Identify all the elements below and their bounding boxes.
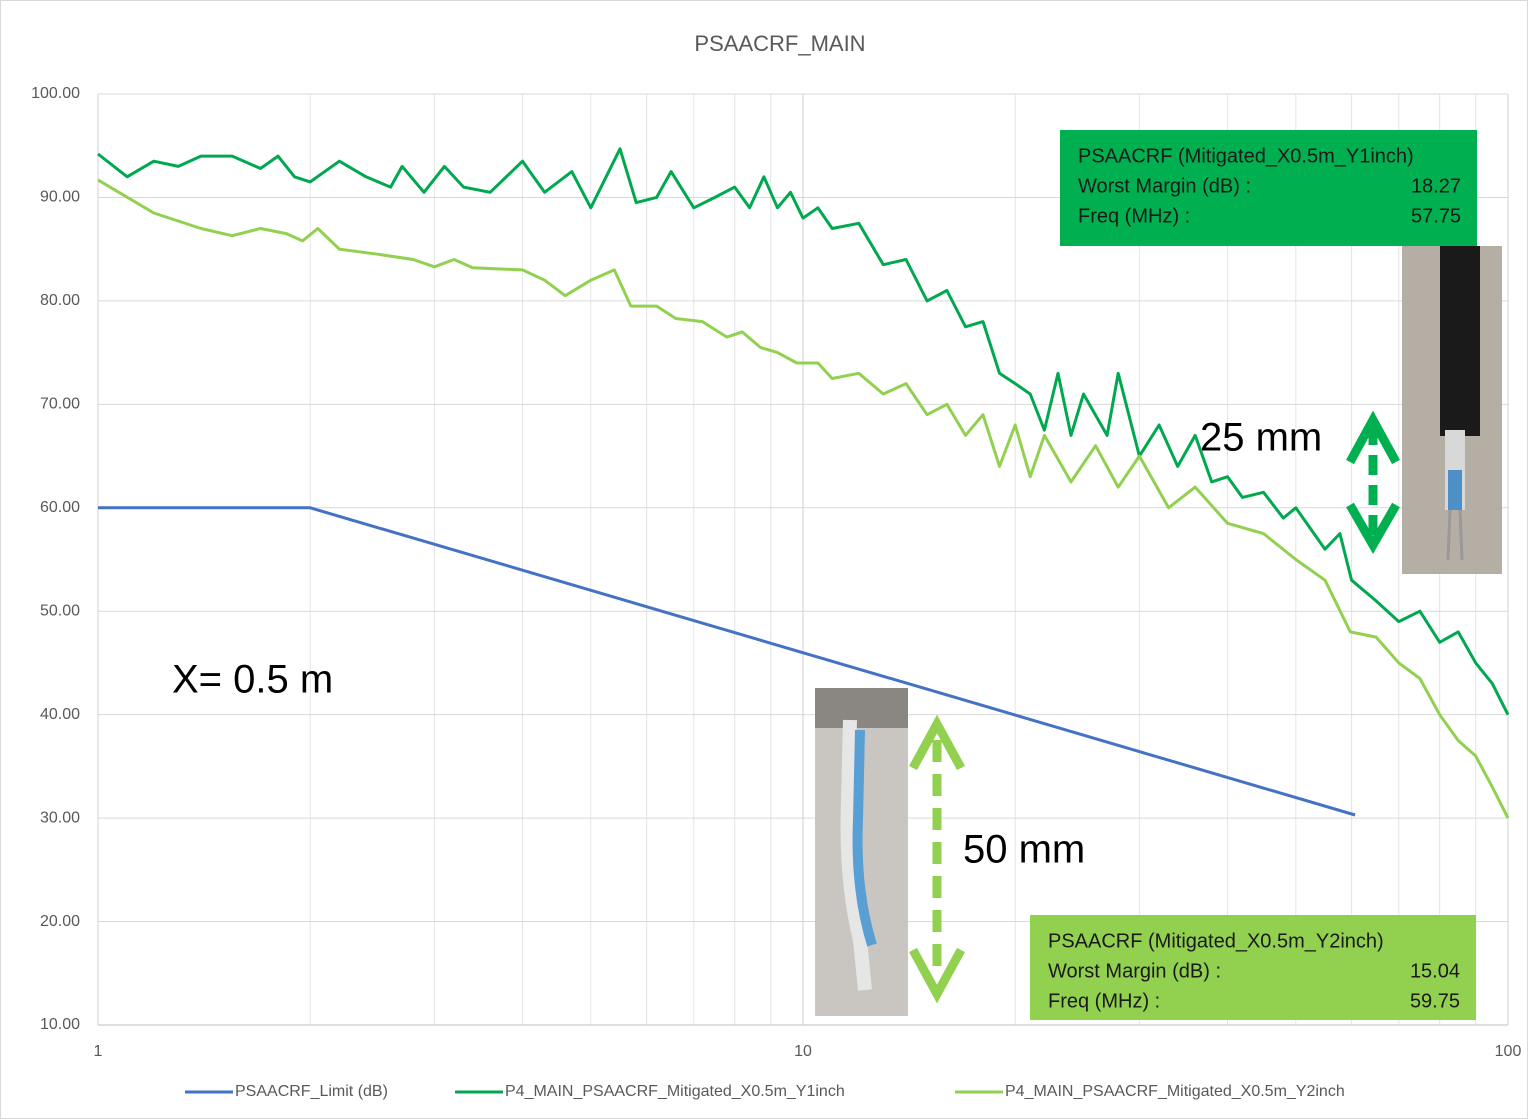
box-label: Worst Margin (dB) : [1048,960,1221,982]
annotation-box [1060,130,1477,246]
y-tick-label: 20.00 [40,913,80,930]
y-tick-label: 60.00 [40,499,80,516]
box-value: 18.27 [1411,175,1461,197]
y-tick-label: 30.00 [40,809,80,826]
annotation-box [1030,915,1476,1020]
annotation: 50 mm [963,828,1085,872]
y-tick-label: 10.00 [40,1016,80,1033]
y-tick-label: 90.00 [40,189,80,206]
y-tick-label: 80.00 [40,292,80,309]
box-title: PSAACRF (Mitigated_X0.5m_Y1inch) [1078,145,1414,167]
annotation: 25 mm [1200,416,1322,460]
legend-label: P4_MAIN_PSAACRF_Mitigated_X0.5m_Y1inch [505,1083,845,1100]
legend-label: PSAACRF_Limit (dB) [235,1083,388,1100]
series-line [97,147,1510,716]
x-tick-label: 1 [94,1043,103,1060]
box-label: Freq (MHz) : [1078,205,1190,227]
series-line [98,506,1356,817]
series-line [97,178,1510,819]
y-tick-label: 100.00 [31,85,80,102]
photo [1402,246,1502,574]
y-tick-label: 50.00 [40,602,80,619]
x-tick-label: 100 [1495,1043,1522,1060]
chart-title: PSAACRF_MAIN [694,31,865,56]
dimension-arrow [1346,410,1400,555]
photo [815,688,908,1016]
dimension-arrow [909,714,965,1004]
y-tick-label: 40.00 [40,706,80,723]
x-tick-label: 10 [794,1043,812,1060]
plot-area: 10.00 20.00 30.00 40.00 50.00 60.00 70.00 80.00… [31,85,1521,1060]
overlays: PSAACRF (Mitigated_X0.5m_Y1inch) Worst Ma… [172,130,1477,1020]
box-label: Worst Margin (dB) : [1078,175,1251,197]
box-value: 57.75 [1411,205,1461,227]
box-label: Freq (MHz) : [1048,990,1160,1012]
box-value: 59.75 [1410,990,1460,1012]
box-title: PSAACRF (Mitigated_X0.5m_Y2inch) [1048,930,1384,952]
box-value: 15.04 [1410,960,1460,982]
legend-label: P4_MAIN_PSAACRF_Mitigated_X0.5m_Y2inch [1005,1083,1345,1100]
y-tick-label: 70.00 [40,396,80,413]
annotation: X= 0.5 m [172,658,333,702]
